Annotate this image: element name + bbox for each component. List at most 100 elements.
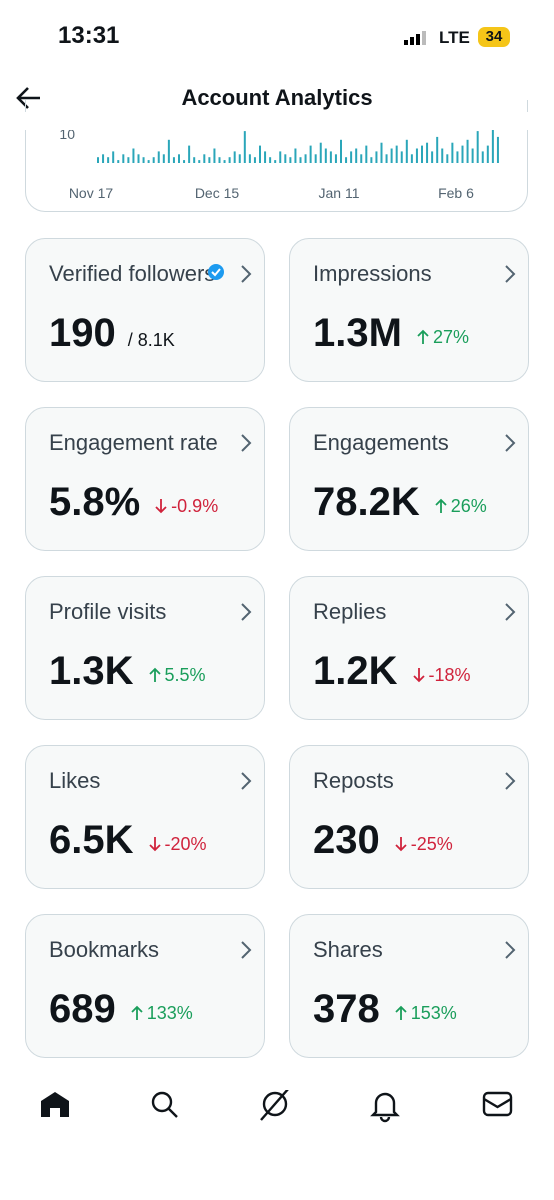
bar xyxy=(96,157,99,163)
metric-change: 5.5% xyxy=(148,653,206,697)
change-arrow xyxy=(148,667,161,682)
arrow xyxy=(155,499,167,514)
bar xyxy=(385,154,388,163)
change-arrow xyxy=(155,499,167,514)
change-arrow xyxy=(435,498,447,513)
change-text: -0.9% xyxy=(171,496,219,516)
metric-card[interactable]: Likes 6.5K -20% xyxy=(25,745,265,889)
bar xyxy=(182,160,185,163)
bar xyxy=(314,154,317,163)
metric-card[interactable]: Engagements 78.2K 26% xyxy=(289,407,529,551)
bar xyxy=(187,145,190,163)
chevron-icon xyxy=(505,434,516,452)
change-arrow xyxy=(131,1005,143,1020)
chevron-icon xyxy=(241,434,252,452)
x-tick-label: Jan 11 xyxy=(318,185,359,201)
bar xyxy=(471,148,474,163)
nav-search[interactable] xyxy=(151,1091,178,1118)
metric-card[interactable]: Impressions 1.3M 27% xyxy=(289,238,529,382)
bar xyxy=(288,157,291,163)
metric-card[interactable]: Shares 378 153% xyxy=(289,914,529,1058)
bar xyxy=(126,157,129,163)
status-battery: 34 xyxy=(478,27,510,47)
bar xyxy=(268,157,271,163)
bar xyxy=(258,145,261,163)
change-text: 5.5% xyxy=(164,665,206,685)
signal-icon xyxy=(404,31,426,45)
metric-change: 153% xyxy=(394,991,457,1035)
metric-change: 133% xyxy=(130,991,193,1035)
bar xyxy=(207,157,210,163)
bar xyxy=(481,151,484,163)
change-arrow xyxy=(395,1005,407,1020)
bar xyxy=(218,157,220,163)
bar xyxy=(238,154,241,163)
bar xyxy=(349,151,352,163)
arrow xyxy=(395,837,407,852)
back-button[interactable] xyxy=(14,84,44,112)
nav-home[interactable] xyxy=(41,1092,69,1117)
chevron-icon xyxy=(241,265,252,283)
chevron xyxy=(241,941,252,959)
metric-value-row: 1.3M 27% xyxy=(313,311,469,359)
bar xyxy=(172,157,175,163)
bar xyxy=(364,145,367,163)
change-text: 27% xyxy=(432,327,469,347)
bar xyxy=(410,154,413,163)
metric-card[interactable]: Bookmarks 689 133% xyxy=(25,914,265,1058)
nav-messages[interactable] xyxy=(482,1091,513,1117)
bar xyxy=(334,154,337,163)
metric-card[interactable]: Reposts 230 -25% xyxy=(289,745,529,889)
chevron-icon xyxy=(241,941,252,959)
bar xyxy=(400,151,403,163)
status-time: 13:31 xyxy=(58,22,120,49)
bar xyxy=(476,131,479,163)
bar xyxy=(273,160,276,163)
metric-total: / 8.1K xyxy=(127,330,175,350)
chart-card: 10 Nov 17 Dec 15 Jan 11 Feb 6 xyxy=(25,100,528,212)
arrow xyxy=(417,329,429,344)
change-text: -20% xyxy=(164,834,207,854)
bar xyxy=(344,157,347,163)
bar xyxy=(233,151,236,163)
metric-value: 1.2K xyxy=(313,649,398,693)
nav-notifications[interactable] xyxy=(370,1092,400,1123)
arrow xyxy=(435,498,447,513)
nav-grok[interactable] xyxy=(260,1090,289,1121)
metric-card[interactable]: Profile visits 1.3K 5.5% xyxy=(25,576,265,720)
metric-card[interactable]: Verified followers 190 / 8.1K xyxy=(25,238,265,382)
bar xyxy=(324,148,327,163)
arrow xyxy=(412,668,425,683)
metric-card[interactable]: Engagement rate 5.8% -0.9% xyxy=(25,407,265,551)
x-tick-label: Feb 6 xyxy=(438,185,474,201)
bar xyxy=(374,151,377,163)
metric-value: 6.5K xyxy=(49,818,134,862)
metric-card[interactable]: Replies 1.2K -18% xyxy=(289,576,529,720)
bar xyxy=(101,154,104,163)
bar xyxy=(369,157,372,163)
metric-value: 190 xyxy=(49,311,116,355)
metric-title: Engagements xyxy=(313,429,449,455)
bar xyxy=(248,154,251,163)
change-text: 153% xyxy=(410,1003,457,1023)
bar xyxy=(466,139,469,163)
bar xyxy=(420,145,423,163)
bar xyxy=(354,148,357,163)
bar xyxy=(157,151,160,163)
bar xyxy=(131,148,134,163)
bar xyxy=(329,151,332,163)
metric-change: -0.9% xyxy=(154,484,218,528)
metric-value-row: 378 153% xyxy=(313,987,457,1035)
bar xyxy=(283,154,286,163)
change-arrow xyxy=(148,837,161,852)
bar xyxy=(223,160,226,163)
bar xyxy=(147,160,150,163)
bar xyxy=(339,139,342,163)
bar xyxy=(319,142,322,163)
arrow xyxy=(395,1005,407,1020)
metric-change: 26% xyxy=(434,484,487,528)
chevron xyxy=(241,434,252,452)
bar xyxy=(435,136,438,163)
bar xyxy=(177,154,180,163)
